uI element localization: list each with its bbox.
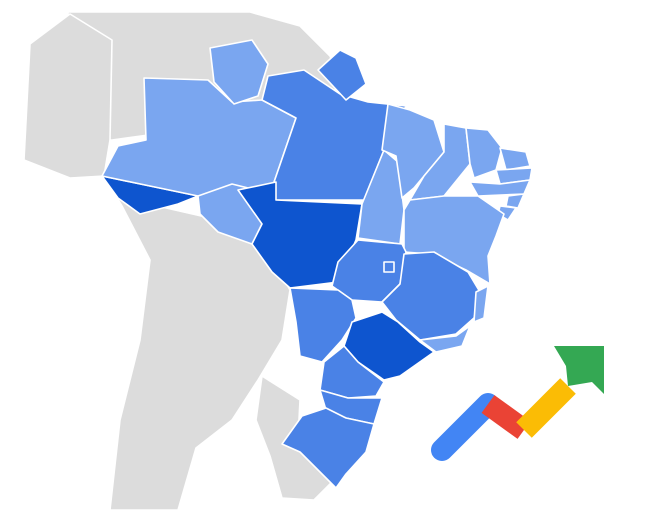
brazil-states: [101, 39, 533, 489]
state-alagoas[interactable]: [505, 193, 525, 209]
google-trends-icon: [431, 346, 604, 461]
logo-segment-blue: [431, 393, 499, 461]
state-minas-gerais[interactable]: [381, 251, 481, 341]
state-rio-grande-do-sul[interactable]: [281, 407, 375, 489]
land-northwest: [23, 13, 113, 179]
trends-logo: [431, 346, 604, 461]
logo-segment-red: [481, 395, 531, 439]
state-rio-grande-do-norte[interactable]: [499, 147, 531, 171]
state-bahia[interactable]: [403, 195, 505, 285]
logo-arrow-head: [554, 346, 604, 394]
state-mato-grosso-do-sul[interactable]: [289, 287, 357, 363]
neighbor-countries: [23, 11, 343, 511]
state-espirito-santo[interactable]: [473, 285, 489, 323]
state-pernambuco[interactable]: [469, 179, 531, 197]
state-roraima[interactable]: [209, 39, 269, 105]
state-maranhao[interactable]: [381, 103, 445, 199]
state-distrito-federal[interactable]: [383, 261, 395, 273]
state-rio-de-janeiro[interactable]: [419, 325, 471, 353]
logo-segment-yellow: [516, 378, 576, 438]
state-amapa[interactable]: [317, 49, 367, 101]
